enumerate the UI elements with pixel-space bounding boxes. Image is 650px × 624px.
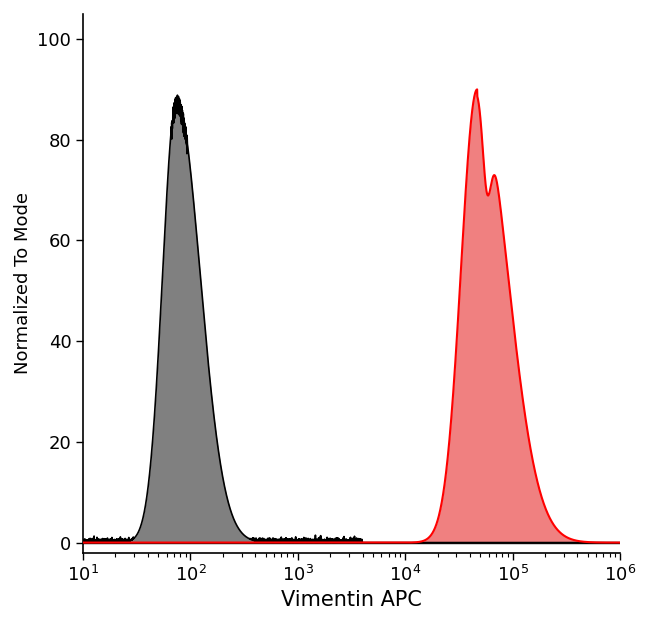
Y-axis label: Normalized To Mode: Normalized To Mode — [14, 192, 32, 374]
X-axis label: Vimentin APC: Vimentin APC — [281, 590, 422, 610]
